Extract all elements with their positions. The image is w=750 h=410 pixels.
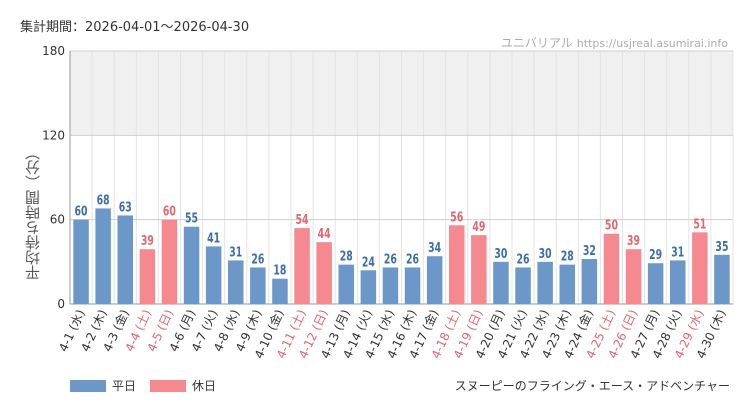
bar xyxy=(161,219,178,304)
bar xyxy=(95,208,111,304)
bar xyxy=(493,261,509,304)
data-label: 56 xyxy=(450,209,463,224)
data-label: 68 xyxy=(97,192,110,207)
bar xyxy=(625,249,642,304)
data-label: 39 xyxy=(627,233,640,248)
legend-item-weekday[interactable]: 平日 xyxy=(70,377,136,394)
data-label: 55 xyxy=(185,211,198,226)
bar xyxy=(471,235,487,304)
bar xyxy=(139,249,156,304)
data-label: 63 xyxy=(119,199,132,214)
legend-swatch-holiday xyxy=(150,379,187,392)
x-tick-labels: 4-1 (水)4-2 (木)4-3 (金)4-4 (土)4-5 (日)4-6 (… xyxy=(56,307,729,361)
data-label: 26 xyxy=(384,251,397,266)
y-tick-labels: 0 60 120 180 xyxy=(42,44,65,311)
data-labels: 60 68 63 39 60 55 41 31 26 18 54 44 28 24 26 26 34 56 49 30… xyxy=(75,192,729,278)
bar xyxy=(183,226,200,304)
attraction-name: スヌーピーのフライング・エース・アドベンチャー xyxy=(454,379,730,393)
bar xyxy=(537,261,553,304)
data-label: 54 xyxy=(296,212,309,227)
data-label: 26 xyxy=(251,251,264,266)
bar xyxy=(250,267,266,304)
legend-swatch-weekday xyxy=(70,379,106,392)
data-label: 26 xyxy=(406,251,419,266)
data-label: 24 xyxy=(362,254,375,269)
data-label: 35 xyxy=(715,239,728,254)
site-url[interactable]: https://usjreal.asumirai.info xyxy=(576,37,728,50)
data-label: 18 xyxy=(273,263,286,278)
data-label: 34 xyxy=(428,240,441,255)
grid-lines xyxy=(69,50,734,305)
legend-item-holiday[interactable]: 休日 xyxy=(150,377,216,394)
bar xyxy=(228,260,244,304)
bar xyxy=(515,267,531,304)
y-tick-label: 60 xyxy=(50,213,65,227)
data-label: 60 xyxy=(163,204,176,219)
bar xyxy=(714,254,730,304)
y-tick-label: 120 xyxy=(42,128,65,142)
data-label: 31 xyxy=(229,244,242,259)
data-label: 41 xyxy=(207,230,220,245)
bar xyxy=(559,264,575,304)
data-label: 60 xyxy=(75,204,88,219)
bar xyxy=(294,228,310,304)
bar xyxy=(692,232,708,304)
data-label: 51 xyxy=(693,216,706,231)
site-name: ユニバリアル xyxy=(500,36,573,50)
bar xyxy=(73,219,89,304)
legend: 平日 休日 xyxy=(70,377,216,394)
data-label: 49 xyxy=(472,219,485,234)
data-label: 26 xyxy=(517,251,530,266)
bar xyxy=(670,260,686,304)
legend-label-weekday: 平日 xyxy=(112,379,137,393)
bar xyxy=(338,264,354,304)
bar xyxy=(360,270,377,304)
data-label: 31 xyxy=(671,244,684,259)
y-tick-label: 0 xyxy=(57,297,65,311)
y-tick-label: 180 xyxy=(42,44,65,58)
legend-label-holiday: 休日 xyxy=(192,379,217,393)
bar xyxy=(581,259,598,304)
data-label: 30 xyxy=(539,246,552,261)
bar xyxy=(404,267,421,304)
data-label: 50 xyxy=(605,218,618,233)
data-label: 44 xyxy=(318,226,331,241)
data-label: 39 xyxy=(141,233,154,248)
bars xyxy=(73,208,730,304)
bar xyxy=(647,263,664,304)
data-label: 28 xyxy=(340,248,353,263)
bar xyxy=(449,225,465,304)
bar xyxy=(603,233,620,304)
bar xyxy=(382,267,399,304)
period-label: 集計期間：2026-04-01～2026-04-30 xyxy=(20,20,250,35)
data-label: 29 xyxy=(649,247,662,262)
bar xyxy=(205,246,222,304)
site-credit[interactable]: ユニバリアル https://usjreal.asumirai.info xyxy=(501,34,728,51)
bar xyxy=(117,215,133,304)
data-label: 30 xyxy=(494,246,507,261)
bar xyxy=(272,278,288,304)
bar xyxy=(426,256,443,304)
bar xyxy=(316,242,332,304)
data-label: 28 xyxy=(561,248,574,263)
data-label: 32 xyxy=(583,243,596,258)
